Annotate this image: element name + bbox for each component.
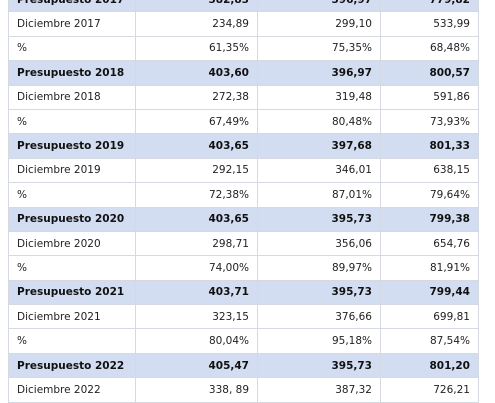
cell-value: 81,91%	[380, 255, 479, 281]
table-row: Diciembre 2017 234,89 299,10 533,99	[8, 11, 479, 37]
row-label: %	[8, 182, 136, 208]
cell-value: 403,65	[135, 133, 258, 159]
row-label: Diciembre 2017	[8, 11, 136, 37]
cell-value: 75,35%	[257, 35, 381, 62]
cell-value: 799,44	[380, 279, 479, 306]
cell-value: 346,01	[257, 157, 381, 184]
table-row: Diciembre 2019 292,15 346,01 638,15	[8, 157, 479, 184]
row-label: Diciembre 2022	[8, 377, 136, 403]
cell-value: 87,54%	[380, 328, 479, 354]
budget-row: Presupuesto 2022 405,47 395,73 801,20	[8, 352, 479, 379]
cell-value: 801,20	[380, 352, 479, 379]
cell-value: 67,49%	[135, 108, 258, 135]
cell-value: 403,60	[135, 60, 258, 86]
table-row: % 74,00% 89,97% 81,91%	[8, 255, 479, 281]
cell-value: 533,99	[380, 11, 479, 37]
row-label: Presupuesto 2020	[8, 206, 136, 232]
cell-value: 779,82	[380, 0, 479, 13]
cell-value: 319,48	[257, 84, 381, 110]
cell-value: 61,35%	[135, 35, 258, 62]
row-label: Presupuesto 2022	[8, 352, 136, 379]
cell-value: 73,93%	[380, 108, 479, 135]
cell-value: 87,01%	[257, 182, 381, 208]
row-label: Diciembre 2021	[8, 304, 136, 330]
cell-value: 89,97%	[257, 255, 381, 281]
cell-value: 396,97	[257, 60, 381, 86]
cell-value: 68,48%	[380, 35, 479, 62]
cell-value: 395,73	[257, 206, 381, 232]
cell-value: 74,00%	[135, 255, 258, 281]
cell-value: 382,83	[135, 0, 258, 13]
row-label: Diciembre 2018	[8, 84, 136, 110]
table-body: Presupuesto 2017382,83396,97779,82Diciem…	[8, 0, 479, 403]
cell-value: 395,73	[257, 352, 381, 379]
row-label: %	[8, 108, 136, 135]
row-label: Diciembre 2020	[8, 230, 136, 257]
budget-row: Presupuesto 2017382,83396,97779,82	[8, 0, 479, 13]
cell-value: 79,64%	[380, 182, 479, 208]
cell-value: 403,71	[135, 279, 258, 306]
cell-value: 95,18%	[257, 328, 381, 354]
cell-value: 403,65	[135, 206, 258, 232]
table-row: % 80,04% 95,18% 87,54%	[8, 328, 479, 354]
table-row: % 67,49% 80,48% 73,93%	[8, 108, 479, 135]
cell-value: 726,21	[380, 377, 479, 403]
cell-value: 272,38	[135, 84, 258, 110]
row-label: Presupuesto 2018	[8, 60, 136, 86]
cell-value: 299,10	[257, 11, 381, 37]
table-row: % 72,38% 87,01% 79,64%	[8, 182, 479, 208]
cell-value: 405,47	[135, 352, 258, 379]
cell-value: 338, 89	[135, 377, 258, 403]
budget-row: Presupuesto 2021 403,71 395,73 799,44	[8, 279, 479, 306]
table-row: Diciembre 2018 272,38 319,48 591,86	[8, 84, 479, 110]
row-label: Presupuesto 2019	[8, 133, 136, 159]
cell-value: 654,76	[380, 230, 479, 257]
cell-value: 638,15	[380, 157, 479, 184]
budget-table: Presupuesto 2017382,83396,97779,82Diciem…	[8, 0, 479, 403]
cell-value: 234,89	[135, 11, 258, 37]
cell-value: 699,81	[380, 304, 479, 330]
row-label: Presupuesto 2021	[8, 279, 136, 306]
table-row: % 61,35% 75,35% 68,48%	[8, 35, 479, 62]
cell-value: 801,33	[380, 133, 479, 159]
table-row: Diciembre 2021 323,15 376,66 699,81	[8, 304, 479, 330]
budget-row: Presupuesto 2018 403,60 396,97 800,57	[8, 60, 479, 86]
cell-value: 376,66	[257, 304, 381, 330]
cell-value: 356,06	[257, 230, 381, 257]
cell-value: 396,97	[257, 0, 381, 13]
cell-value: 80,48%	[257, 108, 381, 135]
row-label: %	[8, 35, 136, 62]
budget-row: Presupuesto 2019 403,65 397,68 801,33	[8, 133, 479, 159]
cell-value: 800,57	[380, 60, 479, 86]
budget-row: Presupuesto 2020 403,65 395,73 799,38	[8, 206, 479, 232]
cell-value: 387,32	[257, 377, 381, 403]
cell-value: 298,71	[135, 230, 258, 257]
cell-value: 799,38	[380, 206, 479, 232]
table-row: Diciembre 2020 298,71 356,06 654,76	[8, 230, 479, 257]
cell-value: 397,68	[257, 133, 381, 159]
row-label: %	[8, 255, 136, 281]
cell-value: 72,38%	[135, 182, 258, 208]
table-row: Diciembre 2022 338, 89 387,32 726,21	[8, 377, 479, 403]
cell-value: 395,73	[257, 279, 381, 306]
row-label: %	[8, 328, 136, 354]
row-label: Presupuesto 2017	[8, 0, 136, 13]
cell-value: 292,15	[135, 157, 258, 184]
cell-value: 323,15	[135, 304, 258, 330]
cell-value: 591,86	[380, 84, 479, 110]
cell-value: 80,04%	[135, 328, 258, 354]
row-label: Diciembre 2019	[8, 157, 136, 184]
